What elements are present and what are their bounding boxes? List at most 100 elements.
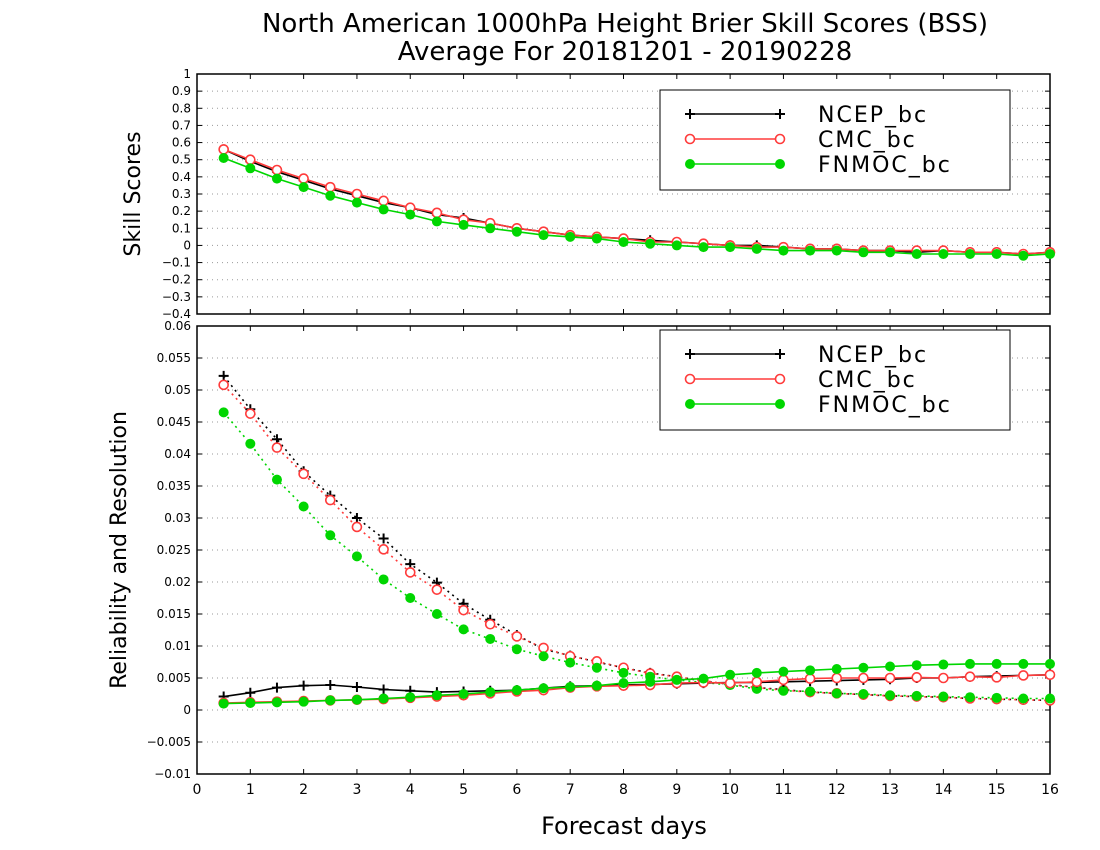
data-point-fnmoc-bc: [1045, 693, 1055, 704]
data-point-fnmoc-bc: [298, 696, 309, 707]
data-point-fnmoc-bc: [298, 182, 309, 193]
legend-marker: [685, 159, 695, 169]
data-point-fnmoc-bc: [778, 685, 789, 696]
chart-title-line2: Average For 20181201 - 20190228: [398, 37, 853, 67]
data-point-fnmoc-bc: [1018, 693, 1029, 704]
legend-marker: [775, 109, 785, 119]
data-point-fnmoc-bc: [458, 624, 469, 635]
x-tick-label: 1: [246, 782, 255, 798]
legend-label: CMC_bc: [818, 128, 917, 153]
data-point-fnmoc-bc: [485, 223, 496, 234]
data-point-fnmoc-bc: [405, 593, 416, 603]
data-point-cmc-bc: [404, 567, 416, 578]
y-tick-label: −0.005: [147, 735, 191, 749]
data-point-cmc-bc: [484, 618, 496, 630]
y-tick-label: 0.8: [172, 101, 191, 115]
legend-marker: [685, 399, 695, 409]
data-point-cmc-bc: [724, 677, 736, 689]
x-tick-label: 10: [721, 782, 739, 798]
data-point-fnmoc-bc: [431, 216, 442, 227]
data-point-cmc-bc: [298, 468, 309, 480]
legend-marker: [685, 349, 695, 359]
data-point-fnmoc-bc: [325, 530, 336, 541]
data-point-fnmoc-bc: [618, 237, 629, 247]
data-point-cmc-bc: [511, 631, 523, 642]
x-tick-label: 2: [299, 782, 308, 798]
data-point-fnmoc-bc: [298, 501, 309, 512]
data-point-fnmoc-bc: [511, 685, 522, 696]
data-point-fnmoc-bc: [405, 209, 416, 220]
y-tick-label: 0.04: [164, 447, 191, 461]
legend-marker: [775, 349, 785, 359]
data-point-ncep-bc: [351, 513, 362, 523]
legend-label: FNMOC_bc: [818, 393, 952, 418]
y-tick-label: 0.015: [157, 607, 191, 621]
data-point-fnmoc-bc: [618, 667, 629, 678]
data-point-fnmoc-bc: [938, 691, 949, 702]
data-point-fnmoc-bc: [538, 230, 549, 241]
y-tick-label: −0.01: [154, 767, 191, 781]
y-tick-label: 0.9: [172, 84, 191, 98]
y-tick-label: 0.3: [172, 187, 191, 201]
x-axis-label: Forecast days: [541, 812, 707, 840]
y-tick-label: 0.4: [172, 170, 191, 184]
data-point-fnmoc-bc: [911, 660, 922, 671]
data-point-fnmoc-bc: [538, 651, 549, 662]
y-tick-label: 0.6: [172, 136, 191, 150]
data-point-fnmoc-bc: [831, 688, 842, 699]
y-tick-label: 0.05: [164, 383, 191, 397]
data-point-fnmoc-bc: [245, 163, 256, 174]
data-point-cmc-bc: [245, 154, 256, 166]
data-point-fnmoc-bc: [591, 233, 602, 244]
x-tick-label: 8: [619, 782, 628, 798]
y-tick-label: 0.025: [157, 543, 191, 557]
data-point-cmc-bc: [324, 181, 336, 193]
data-point-fnmoc-bc: [725, 242, 736, 253]
y-tick-label: 0.01: [164, 639, 191, 653]
data-point-fnmoc-bc: [591, 662, 602, 673]
data-point-fnmoc-bc: [511, 644, 522, 655]
x-tick-label: 12: [828, 782, 846, 798]
data-point-fnmoc-bc: [698, 242, 709, 253]
x-tick-label: 6: [512, 782, 521, 798]
data-point-fnmoc-bc: [751, 243, 762, 254]
x-tick-label: 15: [988, 782, 1006, 798]
data-point-fnmoc-bc: [938, 659, 949, 670]
data-point-cmc-bc: [245, 408, 256, 419]
data-point-fnmoc-bc: [911, 249, 922, 259]
data-point-fnmoc-bc: [378, 204, 389, 215]
data-point-fnmoc-bc: [378, 574, 389, 585]
data-point-fnmoc-bc: [271, 697, 282, 708]
data-point-ncep-bc: [378, 684, 389, 695]
data-point-fnmoc-bc: [965, 692, 976, 703]
data-point-ncep-bc: [325, 680, 336, 691]
data-point-fnmoc-bc: [351, 694, 362, 705]
legend-marker: [775, 399, 785, 409]
y-tick-label: 0.02: [164, 575, 191, 589]
data-point-cmc-bc: [751, 676, 763, 688]
legend-marker: [684, 133, 696, 145]
data-point-fnmoc-bc: [831, 664, 842, 675]
y-tick-label: 0.055: [157, 351, 191, 365]
x-tick-label: 3: [352, 782, 361, 798]
data-point-fnmoc-bc: [218, 407, 229, 418]
reliability-resolution-panel: −0.01 −0.005 0 0.005 0.01 0.015 0.02 0.025 0.03 0…: [107, 319, 1059, 798]
y-tick-label: −0.3: [162, 290, 191, 304]
data-point-fnmoc-bc: [245, 438, 256, 449]
data-point-fnmoc-bc: [805, 665, 816, 676]
data-point-ncep-bc: [245, 687, 256, 698]
data-point-fnmoc-bc: [858, 662, 869, 673]
x-tick-label: 16: [1041, 782, 1059, 798]
data-point-fnmoc-bc: [565, 231, 576, 242]
y-tick-label: 0.5: [172, 153, 191, 167]
x-tick-label: 4: [406, 782, 415, 798]
data-point-fnmoc-bc: [591, 680, 602, 691]
data-point-fnmoc-bc: [405, 692, 416, 703]
data-point-fnmoc-bc: [831, 245, 842, 256]
data-point-cmc-bc: [378, 544, 389, 555]
legend-label: NCEP_bc: [818, 103, 928, 128]
data-point-fnmoc-bc: [751, 667, 762, 678]
data-point-fnmoc-bc: [245, 697, 256, 708]
data-point-ncep-bc: [218, 370, 229, 381]
data-point-fnmoc-bc: [885, 247, 896, 258]
